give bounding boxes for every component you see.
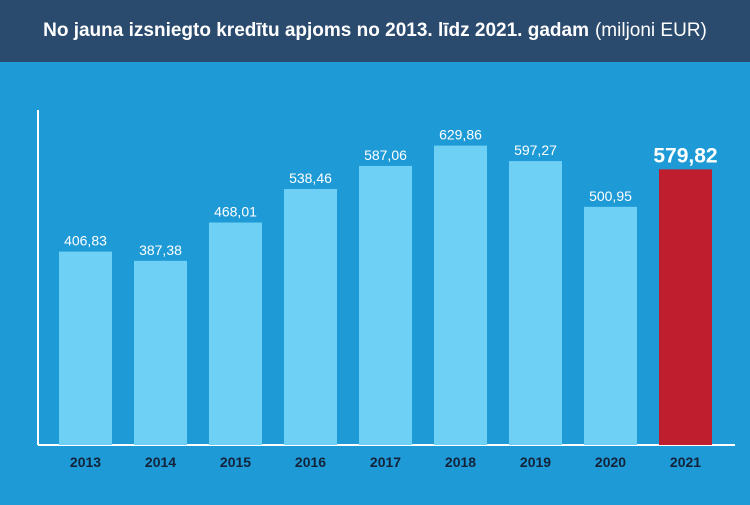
value-label-2017: 587,06 <box>364 147 407 163</box>
value-label-2015: 468,01 <box>214 204 257 220</box>
value-label-2013: 406,83 <box>64 233 107 249</box>
bar-2016 <box>284 189 337 445</box>
bar-2020 <box>584 206 637 445</box>
bar-chart: 406,83 2013 387,38 2014 468,01 2015 538,46 2016… <box>37 110 735 470</box>
x-tick-label-2015: 2015 <box>220 454 251 470</box>
x-tick-label-2021: 2021 <box>670 454 701 470</box>
bar-2013 <box>59 251 112 445</box>
chart-title: No jauna izsniegto kredītu apjoms no 201… <box>43 20 589 41</box>
title-bar: No jauna izsniegto kredītu apjoms no 201… <box>0 0 750 62</box>
chart-unit-label: (miljoni EUR) <box>594 20 707 41</box>
value-label-2018: 629,86 <box>439 127 482 143</box>
plot-area: 406,83 2013 387,38 2014 468,01 2015 538,46 2016… <box>0 62 750 500</box>
x-tick-label-2014: 2014 <box>145 454 176 470</box>
x-tick-label-2016: 2016 <box>295 454 326 470</box>
x-tick-label-2020: 2020 <box>595 454 626 470</box>
bar-2015 <box>209 222 262 445</box>
value-label-2016: 538,46 <box>289 170 332 186</box>
x-tick-label-2018: 2018 <box>445 454 476 470</box>
bar-2021 <box>659 169 712 445</box>
x-tick-label-2013: 2013 <box>70 454 101 470</box>
bar-2019 <box>509 161 562 445</box>
bar-2018 <box>434 145 487 445</box>
bar-2017 <box>359 165 412 445</box>
bar-2014 <box>134 260 187 445</box>
x-tick-label-2019: 2019 <box>520 454 551 470</box>
value-label-2020: 500,95 <box>589 188 632 204</box>
x-tick-label-2017: 2017 <box>370 454 401 470</box>
value-label-2014: 387,38 <box>139 242 182 258</box>
value-label-2019: 597,27 <box>514 142 557 158</box>
value-label-2021: 579,82 <box>653 144 717 167</box>
